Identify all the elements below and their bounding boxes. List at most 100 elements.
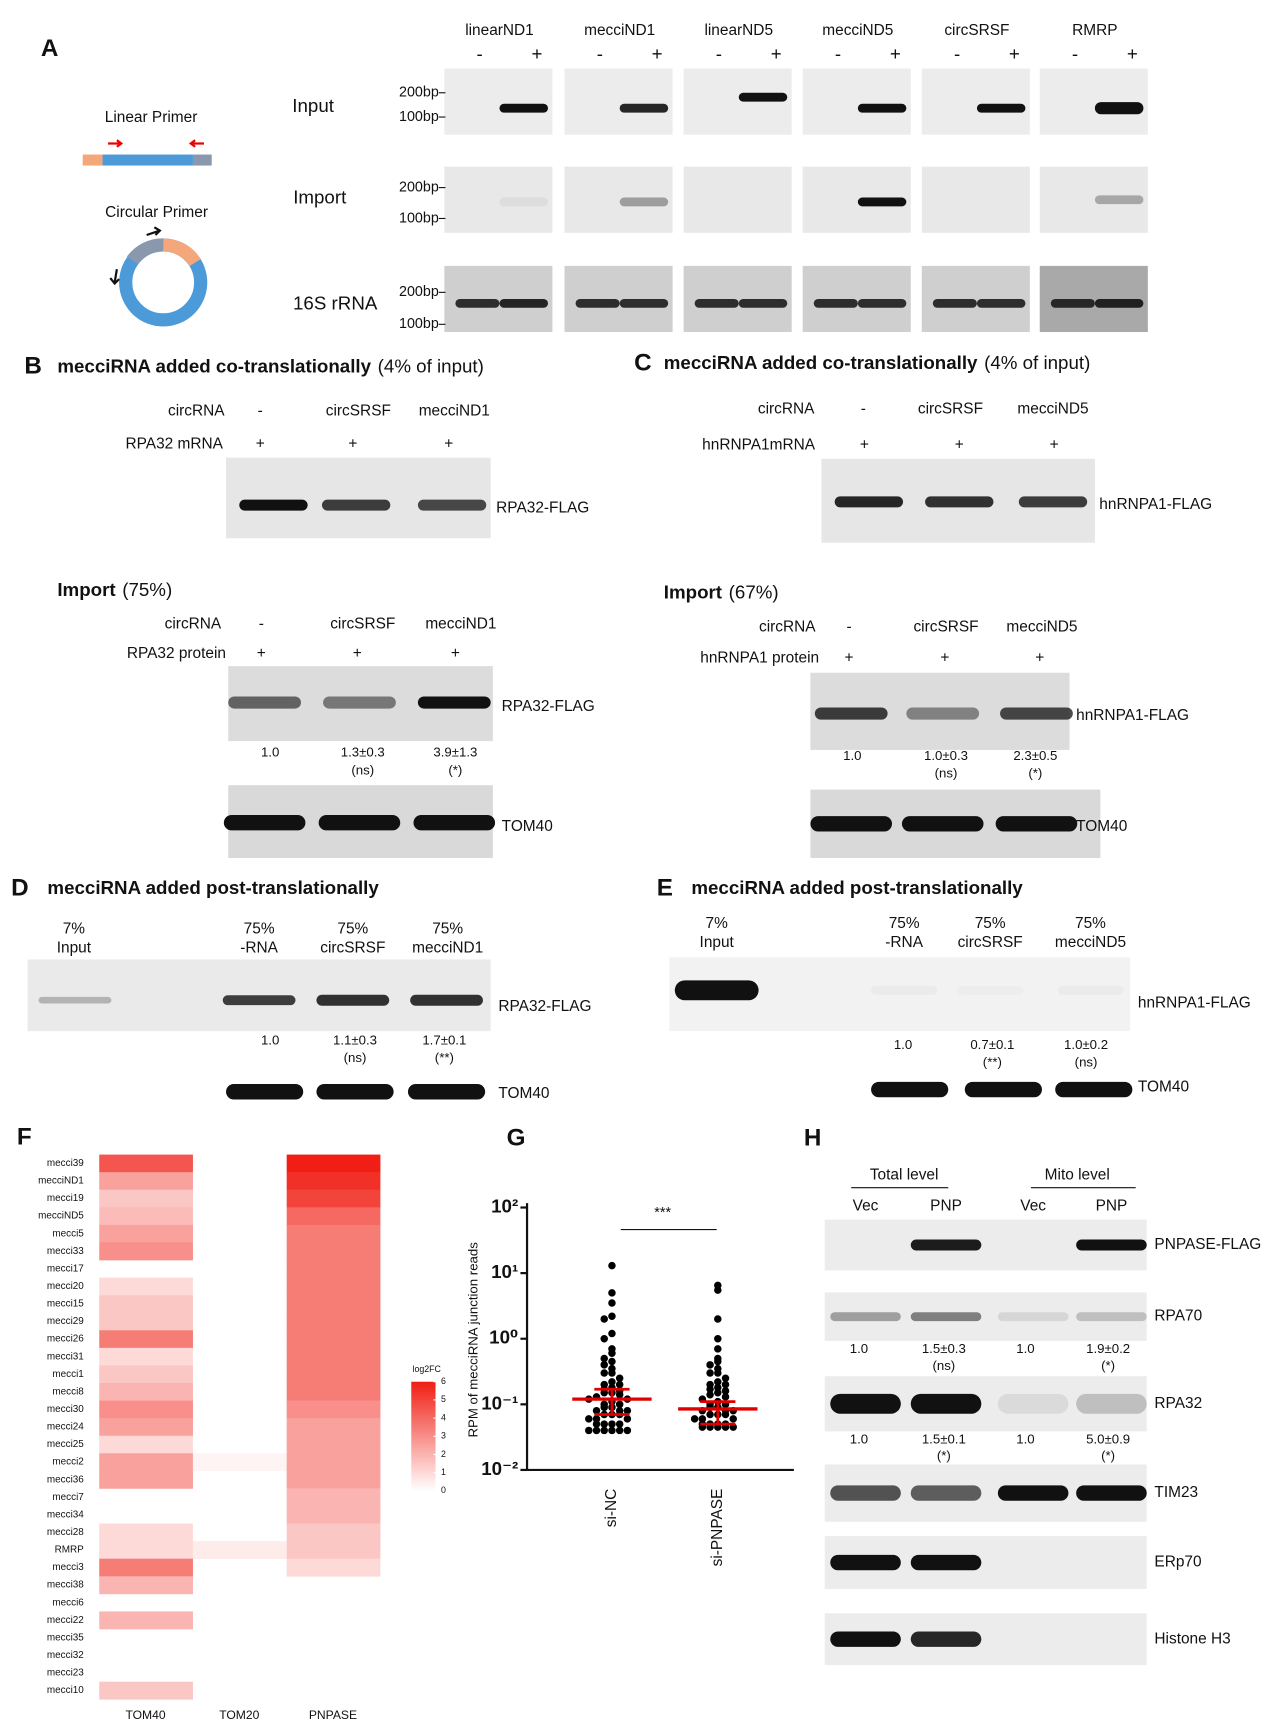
data-point	[608, 1378, 616, 1386]
row-label: mecci5	[52, 1228, 84, 1239]
heatmap-cell	[286, 1541, 381, 1560]
heatmap-cell	[286, 1383, 381, 1401]
heatmap-cell	[99, 1541, 193, 1560]
heatmap-cell	[286, 1295, 381, 1314]
label: circRNA	[168, 403, 225, 420]
lane-sign: +	[771, 43, 782, 64]
panel-title: Import	[664, 581, 723, 602]
band	[997, 1312, 1069, 1322]
data-point	[615, 1400, 624, 1409]
row-label: mecci30	[47, 1404, 84, 1415]
quantification: 1.0±0.3	[924, 748, 968, 763]
heatmap-cell	[286, 1154, 381, 1173]
data-point	[729, 1415, 737, 1423]
legend-tick-label: 4	[441, 1412, 446, 1422]
band	[407, 1084, 486, 1100]
data-point	[714, 1383, 722, 1392]
column-label: TOM20	[219, 1708, 259, 1722]
data-point	[608, 1289, 616, 1297]
row-label: 16S rRNA	[293, 292, 378, 313]
label: +	[444, 436, 453, 453]
blot	[683, 166, 792, 233]
lane-sign: -	[954, 43, 960, 64]
y-axis-label: RPM of mecciRNA junction reads	[466, 1242, 481, 1438]
label: 7%	[63, 921, 86, 938]
band	[871, 986, 937, 995]
lane-sign: -	[835, 43, 841, 64]
heatmap-cell	[286, 1172, 381, 1191]
y-tick-label: 10⁰	[489, 1327, 518, 1348]
row-label: mecciND5	[38, 1211, 84, 1222]
heatmap-cell	[99, 1365, 193, 1384]
heatmap-cell	[99, 1523, 193, 1542]
label: +	[256, 436, 265, 453]
label: +	[860, 437, 869, 454]
data-point	[608, 1329, 616, 1338]
band	[857, 103, 907, 113]
heatmap-cell	[286, 1558, 381, 1577]
row-label: mecci23	[47, 1668, 84, 1679]
band	[810, 816, 893, 832]
panel-label: G	[507, 1125, 526, 1152]
band	[321, 499, 391, 511]
data-point	[706, 1410, 714, 1419]
data-point	[623, 1426, 632, 1435]
significance: (**)	[435, 1050, 454, 1065]
quantification: 1.0±0.2	[1064, 1037, 1108, 1052]
heatmap-cell	[99, 1681, 193, 1700]
size-marker: 200bp	[399, 85, 439, 101]
size-marker: 200bp	[399, 179, 439, 195]
row-label: RMRP	[55, 1545, 85, 1556]
heatmap-cell	[99, 1347, 193, 1366]
band	[932, 298, 977, 308]
data-point	[623, 1406, 632, 1415]
quantification: 1.0	[850, 1341, 868, 1356]
row-label: mecci31	[47, 1351, 84, 1362]
blot-label: PNPASE-FLAG	[1154, 1236, 1261, 1253]
legend-tick-label: 5	[441, 1394, 446, 1404]
band	[910, 1485, 982, 1501]
quantification: 1.0	[894, 1037, 912, 1052]
data-point	[608, 1312, 616, 1321]
quantification: 1.5±0.1	[922, 1432, 966, 1447]
band	[995, 816, 1078, 832]
heatmap-cell	[286, 1189, 381, 1208]
blot	[444, 166, 553, 233]
band	[976, 103, 1026, 113]
legend-tick-label: 6	[441, 1376, 446, 1386]
heatmap-cell	[192, 1541, 287, 1560]
significance: (ns)	[935, 766, 958, 781]
heatmap-cell	[286, 1365, 381, 1384]
lane-sign: +	[1009, 43, 1020, 64]
blot	[824, 1292, 1147, 1341]
panel-title: mecciRNA added co-translationally	[664, 352, 978, 373]
row-label: mecci26	[47, 1334, 84, 1345]
data-point	[615, 1426, 624, 1435]
panel-title: mecciRNA added co-translationally	[57, 355, 371, 376]
significance: (ns)	[932, 1358, 955, 1373]
band	[1094, 102, 1144, 115]
blot	[683, 68, 792, 135]
band	[222, 995, 296, 1006]
quantification: 1.9±0.2	[1086, 1341, 1130, 1356]
band	[976, 298, 1026, 308]
data-point	[608, 1420, 616, 1428]
panel-title-note: (75%)	[122, 579, 172, 600]
heatmap-cell	[99, 1558, 193, 1577]
heatmap-cell	[99, 1453, 193, 1472]
panel-label: E	[657, 874, 673, 901]
blot	[564, 166, 673, 233]
data-point	[592, 1420, 601, 1428]
row-label: mecci24	[47, 1422, 84, 1433]
lane-sign: +	[531, 43, 542, 64]
data-point	[714, 1345, 722, 1353]
data-point	[600, 1420, 608, 1428]
band	[910, 1393, 982, 1414]
lane-sign: -	[1072, 43, 1078, 64]
label: -	[259, 615, 264, 632]
lane-sign: +	[652, 43, 663, 64]
blot	[226, 457, 491, 539]
legend-title: log2FC	[412, 1364, 441, 1374]
quantification: 2.3±0.5	[1013, 748, 1057, 763]
data-point	[600, 1334, 608, 1343]
